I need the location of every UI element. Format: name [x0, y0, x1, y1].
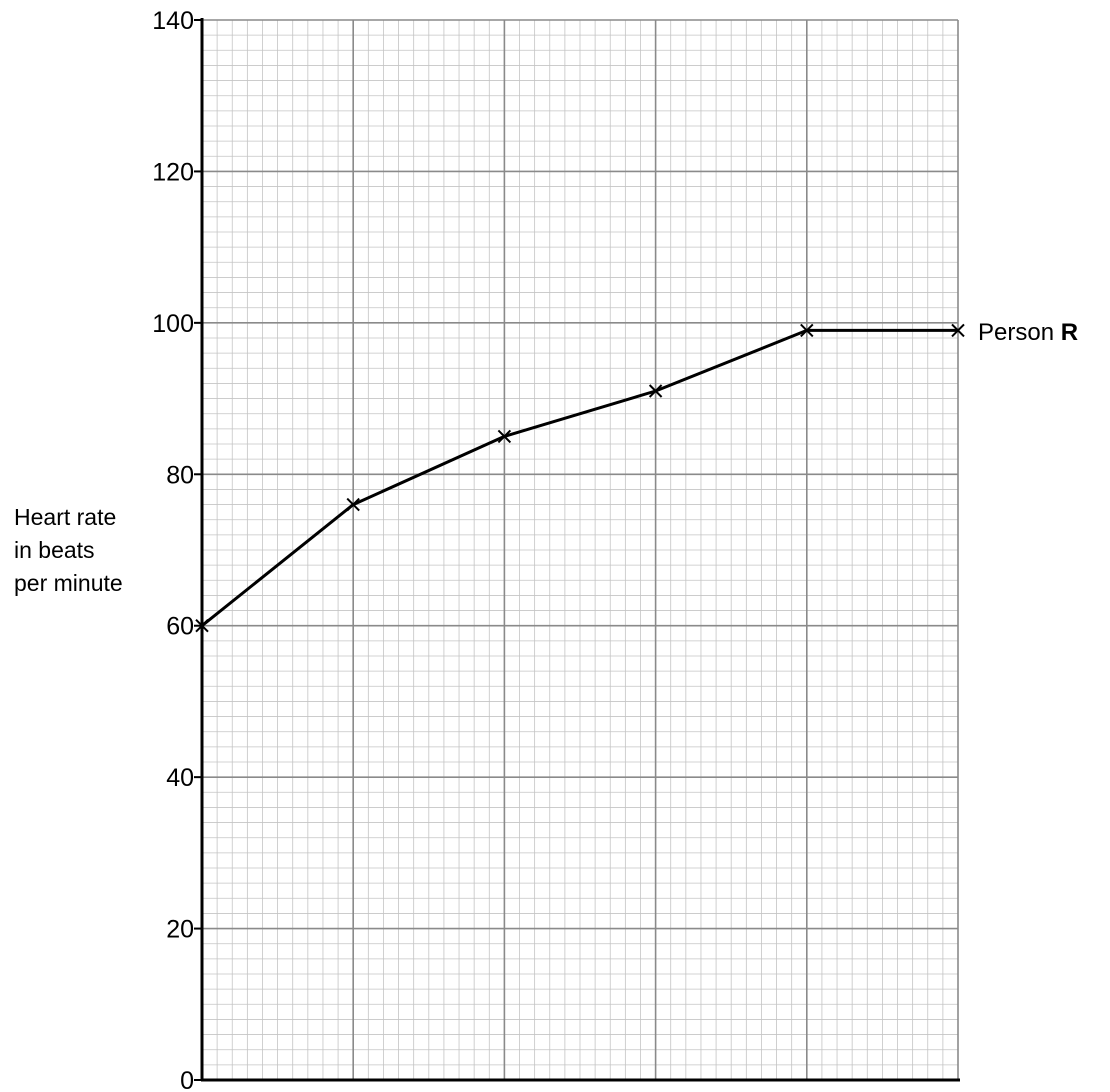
data-point-marker — [648, 384, 663, 398]
y-axis-title-line-1: Heart rate — [14, 504, 116, 530]
y-axis-title-line-3: per minute — [14, 570, 123, 596]
marker-stroke — [951, 323, 965, 338]
data-point-marker — [195, 619, 209, 633]
data-point-marker — [800, 323, 814, 338]
series-label-prefix: Person — [978, 319, 1061, 346]
y-axis-title: Heart rate in beats per minute — [14, 504, 123, 596]
y-tick-labels: 0 20 40 60 80 100 120 140 — [152, 7, 194, 1092]
y-tick-label: 40 — [166, 764, 194, 792]
series-layer — [195, 323, 965, 633]
marker-stroke — [195, 619, 209, 633]
y-tick-label: 60 — [166, 613, 194, 641]
axes — [194, 18, 960, 1082]
y-tick-label: 120 — [152, 158, 194, 186]
minor-gridlines — [202, 20, 958, 1080]
data-point-marker — [346, 497, 360, 512]
y-tick-label: 0 — [180, 1067, 194, 1092]
series-line-person-r — [201, 328, 958, 627]
data-point-marker — [497, 429, 512, 444]
y-tick-label: 140 — [152, 7, 194, 35]
y-axis-title-line-2: in beats — [14, 537, 95, 563]
y-tick-label: 100 — [152, 310, 194, 338]
marker-stroke — [497, 429, 512, 444]
y-tick-label: 80 — [166, 461, 194, 489]
y-tick-label: 20 — [166, 916, 194, 944]
series-label-letter: R — [1061, 319, 1078, 346]
marker-stroke — [648, 384, 663, 398]
series-label-person-r: Person R — [978, 319, 1078, 346]
marker-stroke — [800, 323, 814, 338]
marker-stroke — [346, 497, 360, 512]
data-point-marker — [951, 323, 965, 338]
